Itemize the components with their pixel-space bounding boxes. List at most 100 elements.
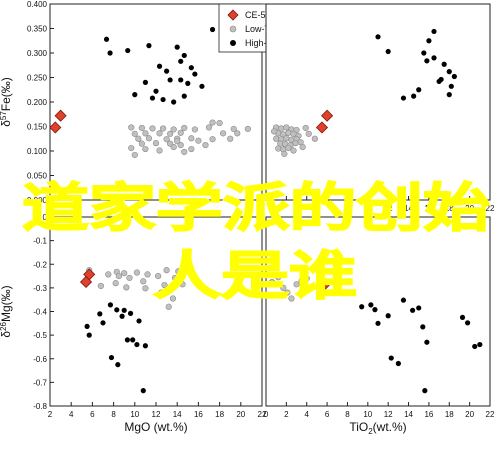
low-ti-point (290, 147, 297, 154)
low-ti-point (138, 124, 145, 132)
high-ti-point (416, 305, 422, 311)
high-ti-point (114, 307, 120, 313)
y-tick-label: 0.200 (27, 98, 48, 107)
low-ti-point (305, 130, 312, 137)
y-tick-label: -0.7 (33, 378, 47, 387)
low-ti-point (115, 272, 122, 280)
x-axis-label: MgO (wt.%) (124, 420, 187, 434)
low-ti-point (280, 284, 287, 291)
high-ti-point (431, 28, 437, 35)
x-tick-label: 22 (486, 204, 495, 213)
y-tick-label: 0.400 (27, 0, 48, 9)
high-ti-point (421, 50, 427, 56)
low-ti-point (188, 135, 195, 142)
x-tick-label: 16 (424, 410, 433, 419)
low-ti-point (303, 275, 310, 282)
y-tick-label: 0.350 (27, 25, 48, 34)
high-ti-point (181, 93, 187, 99)
ce5-point (315, 121, 329, 134)
high-ti-point (448, 83, 454, 89)
y-axis-label-rest: Fe(‰) (0, 77, 13, 111)
ce5-point (321, 109, 334, 122)
low-ti-point (152, 140, 160, 147)
low-ti-point (275, 145, 282, 152)
high-ti-point (436, 78, 442, 85)
high-ti-point (416, 87, 422, 93)
y-tick-label: 0.150 (27, 123, 48, 132)
x-tick-label: 2 (48, 410, 53, 419)
low-ti-point (112, 280, 119, 287)
high-ti-point (426, 38, 432, 44)
low-ti-point (293, 281, 300, 288)
y-axis-label-sup: 26 (0, 321, 8, 330)
low-ti-point (285, 144, 292, 152)
low-ti-point (97, 282, 104, 290)
high-ti-point (424, 339, 430, 345)
low-ti-point (292, 140, 299, 147)
low-ti-point (145, 135, 153, 142)
high-ti-point (140, 388, 146, 394)
x-tick-label: 2 (284, 410, 289, 419)
y-tick-label: 0.050 (27, 172, 48, 181)
x-tick-label: 20 (465, 410, 474, 419)
y-tick-label: 0.000 (27, 196, 48, 205)
x-tick-label: 8 (345, 410, 350, 419)
high-ti-point (115, 362, 121, 368)
x-tick-label: 10 (130, 410, 139, 419)
x-tick-label: 18 (215, 410, 224, 419)
y-tick-label: 0.100 (27, 147, 48, 156)
y-axis-label: δ57Fe(‰) (0, 77, 13, 127)
x-tick-label: 14 (173, 410, 182, 419)
low-ti-point (135, 135, 142, 142)
x-tick-label: 10 (363, 410, 372, 419)
plot-frame (265, 3, 491, 201)
high-ti-point (84, 323, 90, 329)
low-ti-point (273, 291, 280, 299)
low-ti-point (138, 140, 145, 147)
high-ti-point (153, 88, 159, 94)
low-ti-point (128, 124, 135, 131)
high-ti-point (107, 302, 114, 308)
x-tick-label: 14 (404, 410, 413, 419)
low-ti-point (288, 295, 295, 302)
low-ti-point (128, 144, 135, 152)
legend-low-ti-marker (229, 25, 237, 33)
high-ti-point (185, 80, 191, 86)
high-ti-point (149, 95, 156, 101)
low-ti-point (209, 136, 216, 143)
high-ti-point (100, 320, 106, 326)
high-ti-point (108, 354, 115, 361)
y-tick-label: -0.4 (33, 308, 47, 317)
x-axis-label-rest: (wt.%) (373, 420, 407, 434)
ce5-point (317, 278, 331, 292)
low-ti-point (171, 274, 179, 282)
ce5-point (49, 121, 62, 134)
y-tick-label: 0 (43, 213, 48, 222)
high-ti-point (446, 92, 452, 98)
low-ti-point (121, 270, 128, 277)
low-ti-point (167, 130, 174, 137)
ce5-point (54, 109, 67, 122)
low-ti-point (181, 124, 188, 132)
low-ti-point (273, 135, 280, 142)
x-tick-label: 6 (90, 410, 95, 419)
high-ti-point (375, 34, 381, 40)
y-axis-label-base: δ (0, 331, 13, 338)
low-ti-point (155, 272, 162, 280)
low-ti-point (156, 130, 163, 137)
high-ti-point (181, 52, 187, 59)
high-ti-point (167, 77, 173, 83)
high-ti-point (124, 337, 130, 343)
high-ti-point (142, 343, 148, 349)
high-ti-point (411, 93, 417, 99)
x-tick-label: 18 (445, 410, 454, 419)
high-ti-point (103, 36, 110, 42)
low-ti-point (181, 148, 188, 156)
low-ti-point (281, 150, 288, 158)
x-tick-label: 4 (305, 410, 310, 419)
low-ti-point (271, 128, 278, 135)
high-ti-point (107, 50, 113, 56)
plot-frame (49, 216, 263, 407)
x-tick-label: 0 (264, 410, 269, 419)
